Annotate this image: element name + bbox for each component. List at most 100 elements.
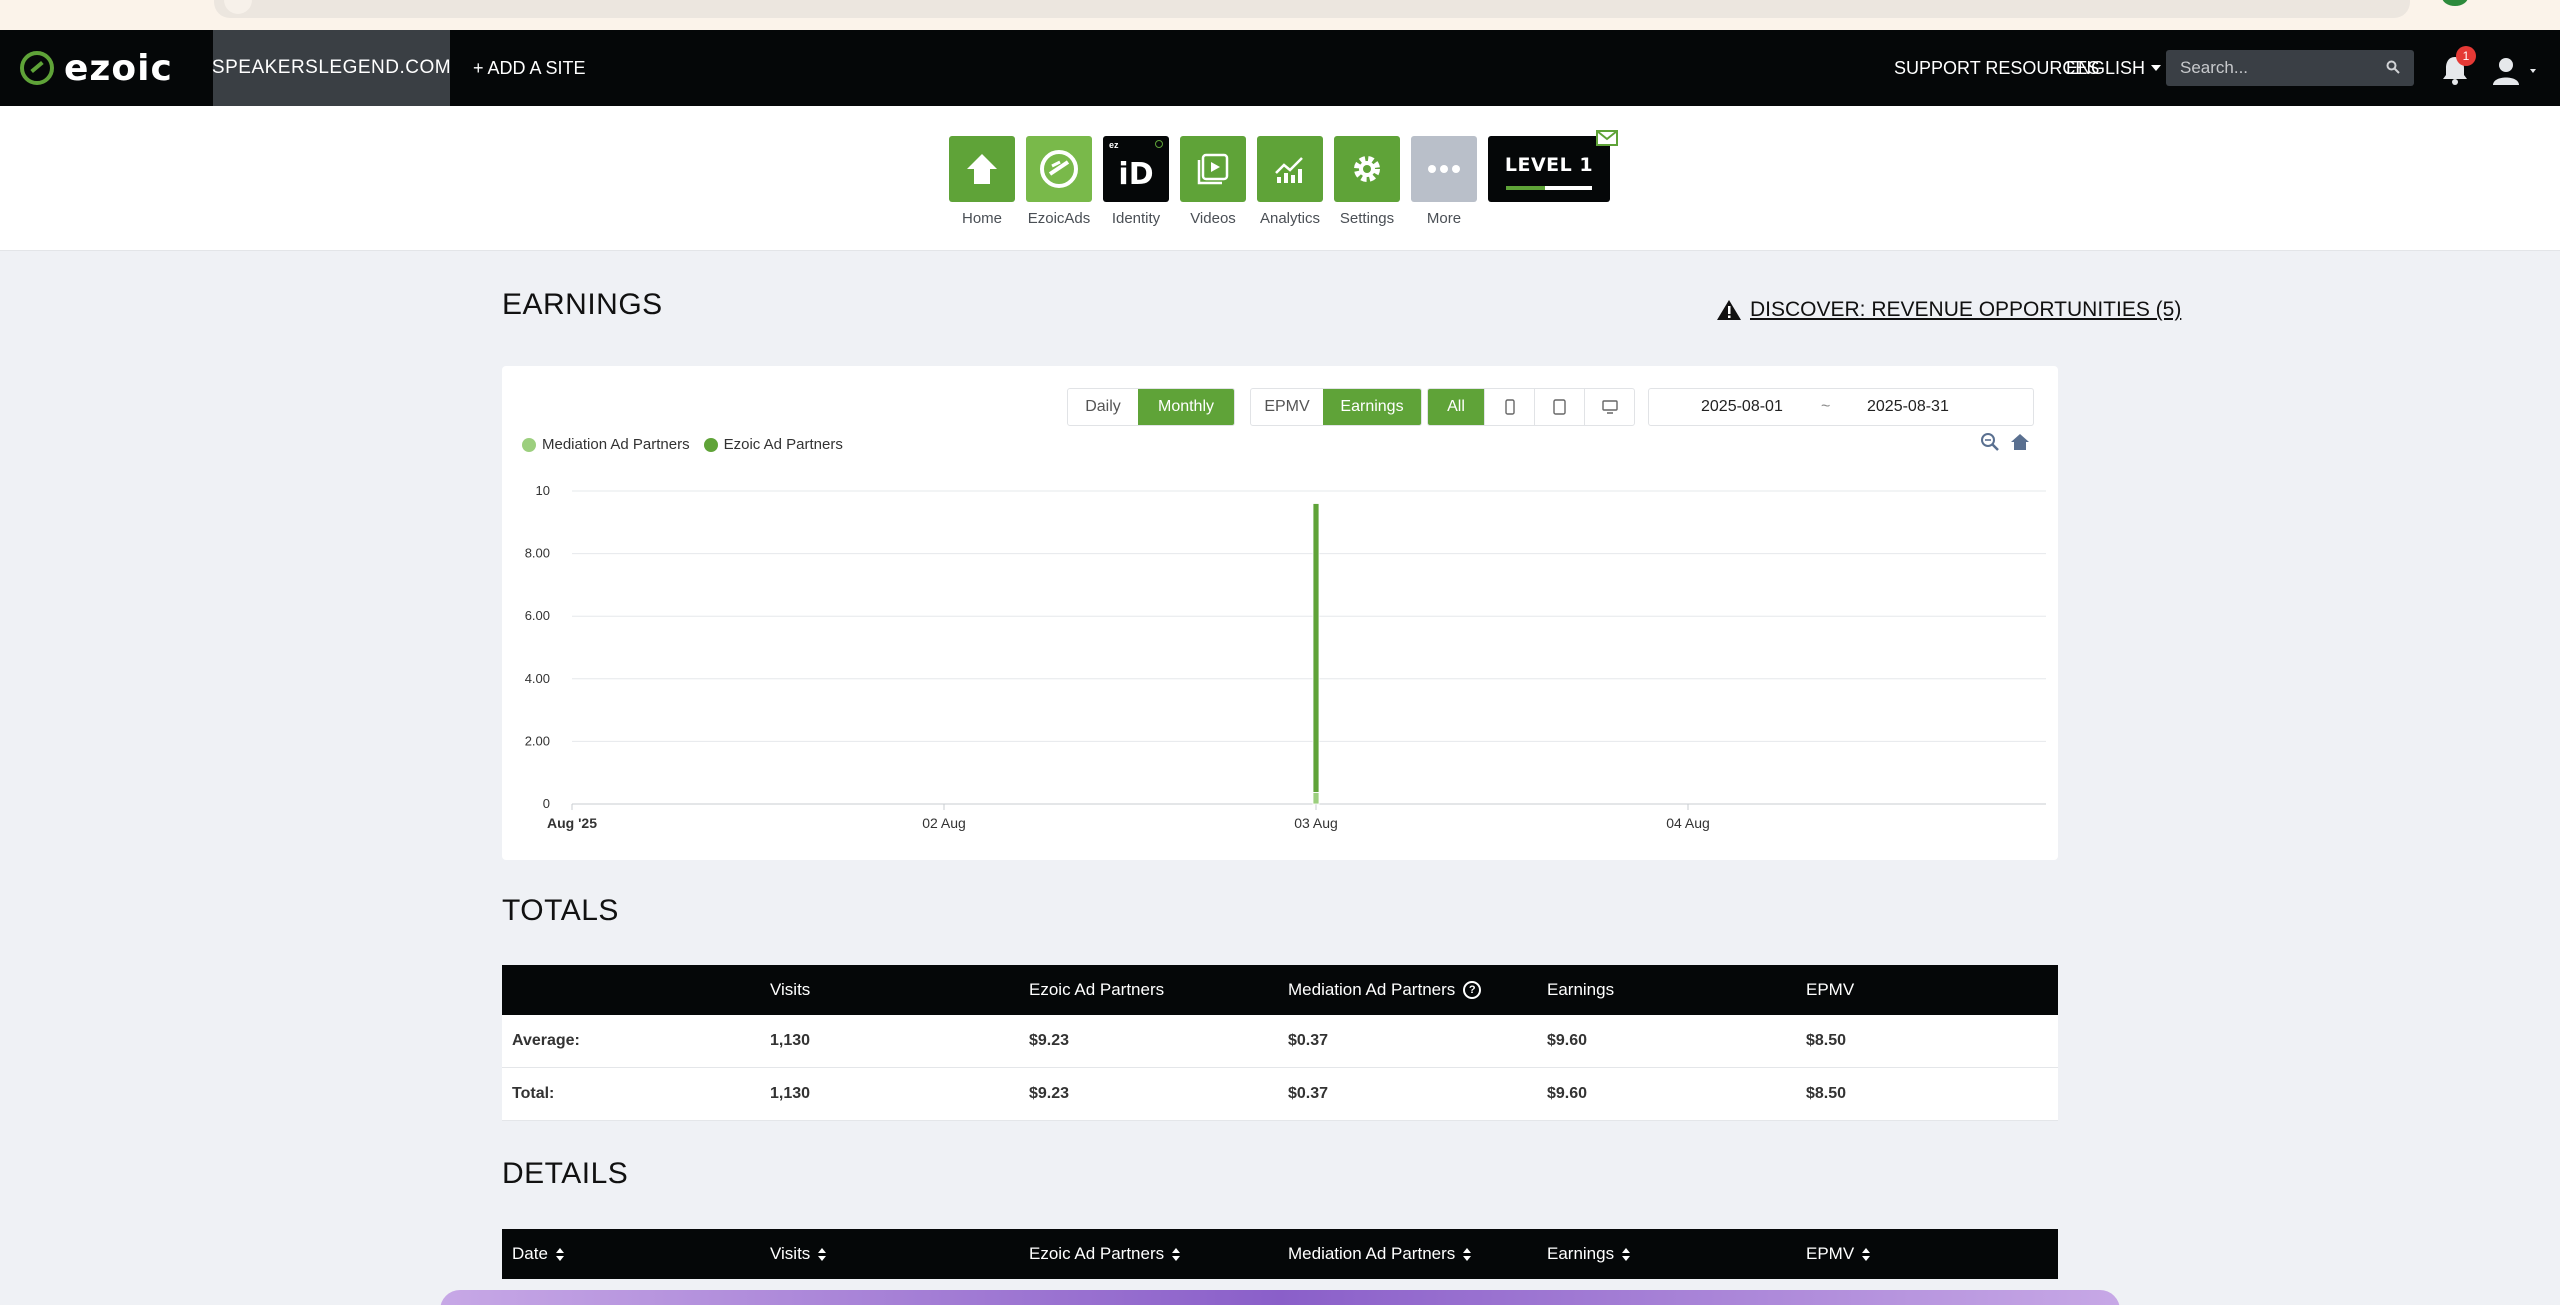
language-label: ENGLISH xyxy=(2066,57,2146,78)
gear-icon xyxy=(1334,136,1400,202)
cell-visits: 1,130 xyxy=(770,1032,811,1049)
cell-earnings: $9.60 xyxy=(1547,1032,1588,1049)
cell-mediation: $0.37 xyxy=(1288,1085,1329,1102)
overlay-glow xyxy=(440,1290,2120,1305)
sort-visits[interactable]: Visits xyxy=(770,1229,827,1279)
y-tick-label: 0 xyxy=(543,796,550,811)
legend-item-mediation[interactable]: Mediation Ad Partners xyxy=(522,436,690,453)
cell-mediation: $0.37 xyxy=(1288,1032,1329,1049)
app-label: Identity xyxy=(1111,210,1161,227)
browser-profile-icon[interactable] xyxy=(2442,0,2468,6)
logo-text: ezoic xyxy=(64,47,173,89)
y-tick-label: 10 xyxy=(536,483,550,498)
y-tick-label: 8.00 xyxy=(525,546,550,561)
cell-earnings: $9.60 xyxy=(1547,1085,1588,1102)
x-tick-label: 04 Aug xyxy=(1666,815,1710,831)
add-site-link[interactable]: + ADD A SITE xyxy=(473,57,586,78)
desktop-icon xyxy=(1601,400,1618,414)
user-menu-icon[interactable] xyxy=(2490,56,2540,86)
search-input[interactable] xyxy=(2166,50,2376,86)
mobile-icon xyxy=(1504,399,1515,415)
app-identity[interactable]: ez iD Identity xyxy=(1103,136,1169,227)
col-label: Mediation Ad Partners xyxy=(1288,1244,1456,1263)
app-label: More xyxy=(1426,210,1462,227)
cell-visits: 1,130 xyxy=(770,1085,811,1102)
app-label: Settings xyxy=(1339,210,1395,227)
col-label: EPMV xyxy=(1806,1244,1855,1263)
cell-epmv: $8.50 xyxy=(1806,1085,1847,1102)
app-home[interactable]: Home xyxy=(949,136,1015,227)
col-epmv: EPMV xyxy=(1806,980,1855,999)
ezoic-logo[interactable]: ezoic xyxy=(20,47,173,89)
tablet-device-button[interactable] xyxy=(1534,389,1584,425)
reset-zoom-home-icon[interactable] xyxy=(2010,432,2030,452)
y-tick-label: 6.00 xyxy=(525,608,550,623)
app-launcher-bar: Home EzoicAds ez iD Identity Videos Anal… xyxy=(0,106,2560,251)
x-tick-label: 02 Aug xyxy=(922,815,966,831)
date-range-picker[interactable]: 2025-08-01 ~ 2025-08-31 xyxy=(1648,388,2034,426)
help-icon[interactable]: ? xyxy=(1463,981,1482,999)
app-settings[interactable]: Settings xyxy=(1334,136,1400,227)
sort-date[interactable]: Date xyxy=(512,1229,564,1279)
monthly-button[interactable]: Monthly xyxy=(1138,389,1234,425)
discover-label: DISCOVER: REVENUE OPPORTUNITIES (5) xyxy=(1750,298,2182,321)
browser-strip xyxy=(0,0,2560,30)
browser-address-bar[interactable] xyxy=(214,0,2410,18)
desktop-device-button[interactable] xyxy=(1584,389,1634,425)
support-resources-link[interactable]: SUPPORT RESOURCES xyxy=(1894,57,2100,78)
sort-icon xyxy=(1463,1247,1472,1261)
browser-site-icon xyxy=(224,0,252,14)
totals-title: TOTALS xyxy=(502,894,619,927)
device-toggle: All xyxy=(1427,388,1635,426)
app-analytics[interactable]: Analytics xyxy=(1257,136,1323,227)
level-badge[interactable]: LEVEL 1 xyxy=(1488,136,1610,202)
tablet-icon xyxy=(1553,399,1566,415)
mobile-device-button[interactable] xyxy=(1484,389,1534,425)
col-ezoic-ad-partners: Ezoic Ad Partners xyxy=(1029,980,1165,999)
app-more[interactable]: More xyxy=(1411,136,1477,227)
legend-item-ezoic[interactable]: Ezoic Ad Partners xyxy=(703,436,843,453)
all-devices-button[interactable]: All xyxy=(1428,389,1484,425)
analytics-icon xyxy=(1257,136,1323,202)
sort-icon xyxy=(1862,1247,1871,1261)
x-tick-label: Aug '25 xyxy=(547,815,597,831)
language-dropdown[interactable]: ENGLISH xyxy=(2066,30,2162,106)
search-box xyxy=(2166,50,2414,86)
col-label: Date xyxy=(512,1244,548,1263)
cell-ezoic: $9.23 xyxy=(1029,1085,1070,1102)
y-tick-label: 2.00 xyxy=(525,733,550,748)
app-videos[interactable]: Videos xyxy=(1180,136,1246,227)
sort-epmv[interactable]: EPMV xyxy=(1806,1229,1871,1279)
earnings-chart-card: 0 2.00 4.00 6.00 8.00 10 Aug '25 02 Aug 03 Aug 04… xyxy=(502,366,2058,860)
sort-icon xyxy=(555,1247,564,1261)
identity-small-text: ez xyxy=(1109,140,1119,150)
identity-tile-text: iD xyxy=(1118,156,1154,192)
col-label: Ezoic Ad Partners xyxy=(1029,1244,1165,1263)
earnings-chart: 0 2.00 4.00 6.00 8.00 10 Aug '25 02 Aug 03 Aug 04… xyxy=(525,483,2046,831)
earnings-title: EARNINGS xyxy=(502,288,663,321)
more-icon xyxy=(1411,136,1477,202)
sort-mediation-ad-partners[interactable]: Mediation Ad Partners xyxy=(1288,1229,1472,1279)
sort-ezoic-ad-partners[interactable]: Ezoic Ad Partners xyxy=(1029,1229,1181,1279)
table-row: Average: 1,130 $9.23 $0.37 $9.60 $8.50 xyxy=(502,1015,2058,1068)
video-icon xyxy=(1180,136,1246,202)
level-label: LEVEL 1 xyxy=(1504,154,1594,176)
totals-header-row: Visits Ezoic Ad Partners Mediation Ad Pa… xyxy=(502,965,2058,1015)
epmv-button[interactable]: EPMV xyxy=(1264,398,1310,415)
zoom-icon[interactable] xyxy=(1980,432,2000,452)
col-label: Earnings xyxy=(1547,1244,1615,1263)
col-label: Visits xyxy=(770,1244,811,1263)
cell-epmv: $8.50 xyxy=(1806,1032,1847,1049)
app-ezoicads[interactable]: EzoicAds xyxy=(1026,136,1092,227)
search-icon[interactable] xyxy=(2386,60,2400,74)
app-label: EzoicAds xyxy=(1027,210,1091,227)
mail-icon[interactable] xyxy=(1596,130,1618,146)
discover-revenue-link[interactable]: DISCOVER: REVENUE OPPORTUNITIES (5) xyxy=(1716,298,2181,322)
earnings-button[interactable]: Earnings xyxy=(1323,389,1421,425)
sort-earnings[interactable]: Earnings xyxy=(1547,1229,1631,1279)
date-to: 2025-08-31 xyxy=(1867,398,1949,415)
daily-button[interactable]: Daily xyxy=(1085,398,1121,415)
level-progress-fill xyxy=(1506,186,1545,190)
notification-badge: 1 xyxy=(2456,46,2476,66)
site-selector[interactable]: SPEAKERSLEGEND.COM xyxy=(212,30,451,106)
